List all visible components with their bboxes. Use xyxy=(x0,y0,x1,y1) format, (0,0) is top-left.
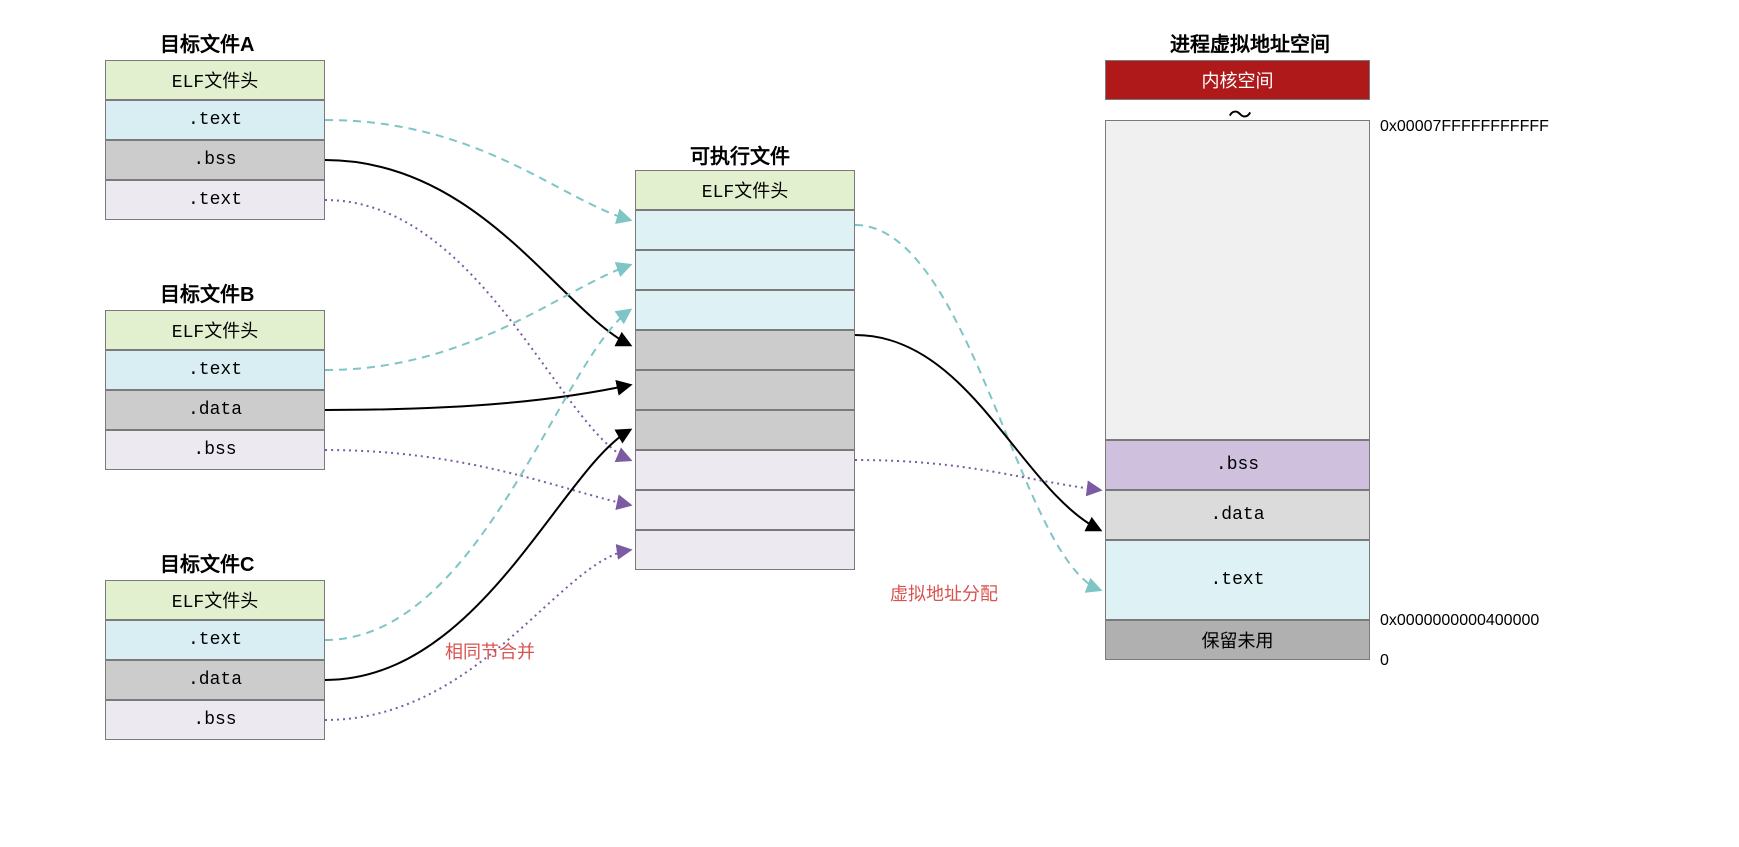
objfile-2-row-3: .bss xyxy=(105,700,325,740)
arrow-2 xyxy=(325,200,630,460)
addrspace-seg-1 xyxy=(1105,120,1370,440)
objfile-1-row-2: .data xyxy=(105,390,325,430)
arrow-5 xyxy=(325,450,630,505)
objfile-0-row-2: .bss xyxy=(105,140,325,180)
executable-row-6 xyxy=(635,410,855,450)
arrow-0 xyxy=(325,120,630,220)
objfile-0-row-0: ELF文件头 xyxy=(105,60,325,100)
address-label-0: 0x00007FFFFFFFFFFF xyxy=(1380,118,1549,136)
objfile-0-row-1: .text xyxy=(105,100,325,140)
addrspace-seg-0: 内核空间 xyxy=(1105,60,1370,100)
objfile-2-row-0: ELF文件头 xyxy=(105,580,325,620)
annotation-0: 相同节合并 xyxy=(445,638,535,664)
executable-row-4 xyxy=(635,330,855,370)
arrow-8 xyxy=(325,550,630,720)
objfile-0-row-3: .text xyxy=(105,180,325,220)
executable-title: 可执行文件 xyxy=(690,140,790,169)
objfile-1-row-1: .text xyxy=(105,350,325,390)
executable-row-2 xyxy=(635,250,855,290)
arrow-11 xyxy=(855,460,1100,490)
objfile-2-row-2: .data xyxy=(105,660,325,700)
executable-row-0: ELF文件头 xyxy=(635,170,855,210)
objfile-2-row-1: .text xyxy=(105,620,325,660)
address-space-title: 进程虚拟地址空间 xyxy=(1170,28,1330,57)
executable-row-7 xyxy=(635,450,855,490)
objfile-title-1: 目标文件B xyxy=(160,278,254,307)
objfile-title-2: 目标文件C xyxy=(160,548,254,577)
objfile-1-row-3: .bss xyxy=(105,430,325,470)
addrspace-seg-4: .text xyxy=(1105,540,1370,620)
executable-row-1 xyxy=(635,210,855,250)
arrow-6 xyxy=(325,310,630,640)
address-label-1: 0x0000000000400000 xyxy=(1380,612,1539,630)
objfile-1-row-0: ELF文件头 xyxy=(105,310,325,350)
arrow-9 xyxy=(855,225,1100,590)
addrspace-seg-5: 保留未用 xyxy=(1105,620,1370,660)
arrow-1 xyxy=(325,160,630,345)
addrspace-seg-3: .data xyxy=(1105,490,1370,540)
tilde-gap: 〜 xyxy=(1228,95,1252,130)
objfile-title-0: 目标文件A xyxy=(160,28,254,57)
annotation-1: 虚拟地址分配 xyxy=(890,580,998,606)
arrow-10 xyxy=(855,335,1100,530)
executable-row-3 xyxy=(635,290,855,330)
executable-row-8 xyxy=(635,490,855,530)
arrow-4 xyxy=(325,385,630,410)
executable-row-9 xyxy=(635,530,855,570)
address-label-2: 0 xyxy=(1380,652,1389,670)
arrow-3 xyxy=(325,265,630,370)
executable-row-5 xyxy=(635,370,855,410)
addrspace-seg-2: .bss xyxy=(1105,440,1370,490)
